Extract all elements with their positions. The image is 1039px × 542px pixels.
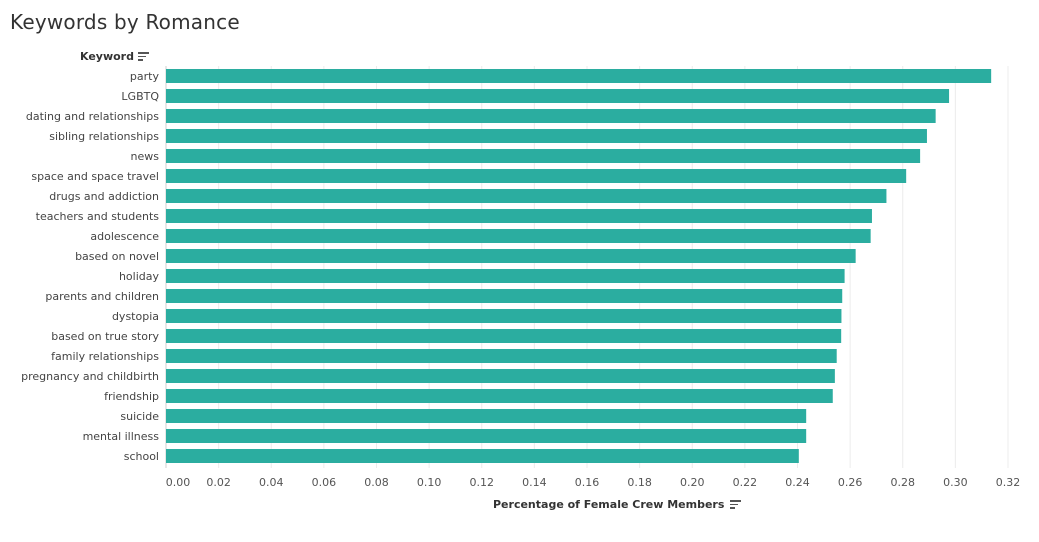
x-tick-label: 0.22	[733, 476, 758, 489]
category-label: suicide	[120, 410, 159, 423]
category-label: teachers and students	[36, 210, 160, 223]
bar[interactable]	[166, 209, 872, 223]
category-label: mental illness	[83, 430, 160, 443]
x-tick-label: 0.16	[575, 476, 600, 489]
category-label: parents and children	[45, 290, 159, 303]
x-axis-title-text: Percentage of Female Crew Members	[493, 498, 725, 511]
x-tick-label: 0.32	[996, 476, 1021, 489]
bar[interactable]	[166, 309, 842, 323]
bar[interactable]	[166, 369, 835, 383]
bar[interactable]	[166, 109, 936, 123]
category-label: friendship	[104, 390, 159, 403]
x-tick-label: 0.20	[680, 476, 705, 489]
y-axis-title: Keyword	[80, 50, 149, 63]
category-label: adolescence	[90, 230, 159, 243]
category-label: drugs and addiction	[49, 190, 159, 203]
bar[interactable]	[166, 329, 842, 343]
category-label: dating and relationships	[26, 110, 159, 123]
x-tick-label: 0.00	[166, 476, 191, 489]
x-tick-label: 0.28	[891, 476, 916, 489]
bar[interactable]	[166, 429, 807, 443]
bar[interactable]	[166, 349, 837, 363]
x-tick-label: 0.12	[470, 476, 495, 489]
y-axis-title-text: Keyword	[80, 50, 134, 63]
sort-icon[interactable]	[730, 500, 742, 509]
x-tick-label: 0.14	[522, 476, 547, 489]
category-label: party	[130, 70, 160, 83]
category-label: based on true story	[51, 330, 159, 343]
category-label: sibling relationships	[49, 130, 159, 143]
category-label: space and space travel	[31, 170, 159, 183]
bar[interactable]	[166, 229, 871, 243]
category-label: LGBTQ	[121, 90, 159, 103]
x-tick-label: 0.10	[417, 476, 442, 489]
chart-title: Keywords by Romance	[10, 10, 240, 34]
x-tick-label: 0.30	[943, 476, 968, 489]
category-label: dystopia	[112, 310, 159, 323]
x-tick-label: 0.04	[259, 476, 284, 489]
category-label: pregnancy and childbirth	[21, 370, 159, 383]
category-label: based on novel	[75, 250, 159, 263]
x-tick-label: 0.26	[838, 476, 863, 489]
bar[interactable]	[166, 149, 921, 163]
bar[interactable]	[166, 389, 833, 403]
category-label: school	[124, 450, 159, 463]
sort-icon[interactable]	[137, 52, 149, 61]
bar[interactable]	[166, 289, 843, 303]
bar[interactable]	[166, 89, 950, 103]
bar[interactable]	[166, 189, 887, 203]
bar[interactable]	[166, 169, 907, 183]
bar[interactable]	[166, 449, 799, 463]
bar[interactable]	[166, 69, 992, 83]
x-tick-label: 0.02	[206, 476, 231, 489]
x-axis-title: Percentage of Female Crew Members	[493, 498, 742, 511]
x-tick-label: 0.06	[312, 476, 337, 489]
category-label: holiday	[119, 270, 160, 283]
bar[interactable]	[166, 269, 845, 283]
category-label: news	[131, 150, 160, 163]
bar[interactable]	[166, 129, 927, 143]
x-tick-label: 0.24	[785, 476, 810, 489]
category-label: family relationships	[51, 350, 159, 363]
bar[interactable]	[166, 249, 856, 263]
x-tick-label: 0.08	[364, 476, 389, 489]
bar[interactable]	[166, 409, 807, 423]
x-tick-label: 0.18	[627, 476, 652, 489]
